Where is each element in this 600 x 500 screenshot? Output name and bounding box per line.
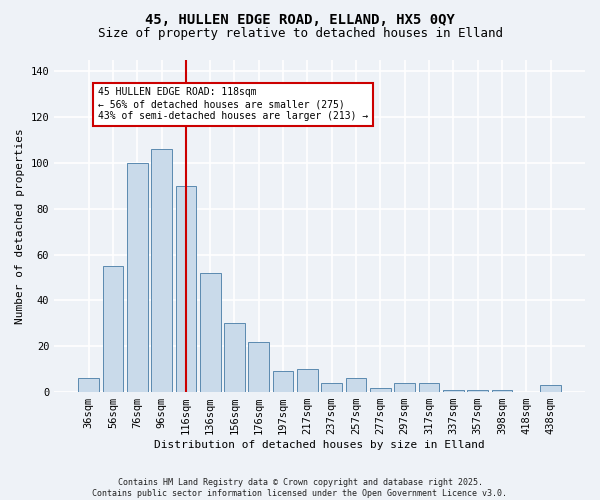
Bar bbox=[467, 390, 488, 392]
Bar bbox=[370, 388, 391, 392]
Text: Size of property relative to detached houses in Elland: Size of property relative to detached ho… bbox=[97, 28, 503, 40]
Bar bbox=[346, 378, 367, 392]
Bar bbox=[322, 383, 342, 392]
Bar bbox=[176, 186, 196, 392]
Text: Contains HM Land Registry data © Crown copyright and database right 2025.
Contai: Contains HM Land Registry data © Crown c… bbox=[92, 478, 508, 498]
Bar bbox=[127, 163, 148, 392]
Bar bbox=[224, 324, 245, 392]
Text: 45, HULLEN EDGE ROAD, ELLAND, HX5 0QY: 45, HULLEN EDGE ROAD, ELLAND, HX5 0QY bbox=[145, 12, 455, 26]
Text: 45 HULLEN EDGE ROAD: 118sqm
← 56% of detached houses are smaller (275)
43% of se: 45 HULLEN EDGE ROAD: 118sqm ← 56% of det… bbox=[98, 88, 368, 120]
X-axis label: Distribution of detached houses by size in Elland: Distribution of detached houses by size … bbox=[154, 440, 485, 450]
Bar bbox=[419, 383, 439, 392]
Bar bbox=[103, 266, 123, 392]
Bar bbox=[151, 150, 172, 392]
Bar bbox=[78, 378, 99, 392]
Bar bbox=[200, 273, 221, 392]
Bar bbox=[297, 369, 318, 392]
Bar bbox=[540, 385, 561, 392]
Bar bbox=[491, 390, 512, 392]
Bar bbox=[443, 390, 464, 392]
Bar bbox=[394, 383, 415, 392]
Bar bbox=[273, 372, 293, 392]
Y-axis label: Number of detached properties: Number of detached properties bbox=[15, 128, 25, 324]
Bar bbox=[248, 342, 269, 392]
